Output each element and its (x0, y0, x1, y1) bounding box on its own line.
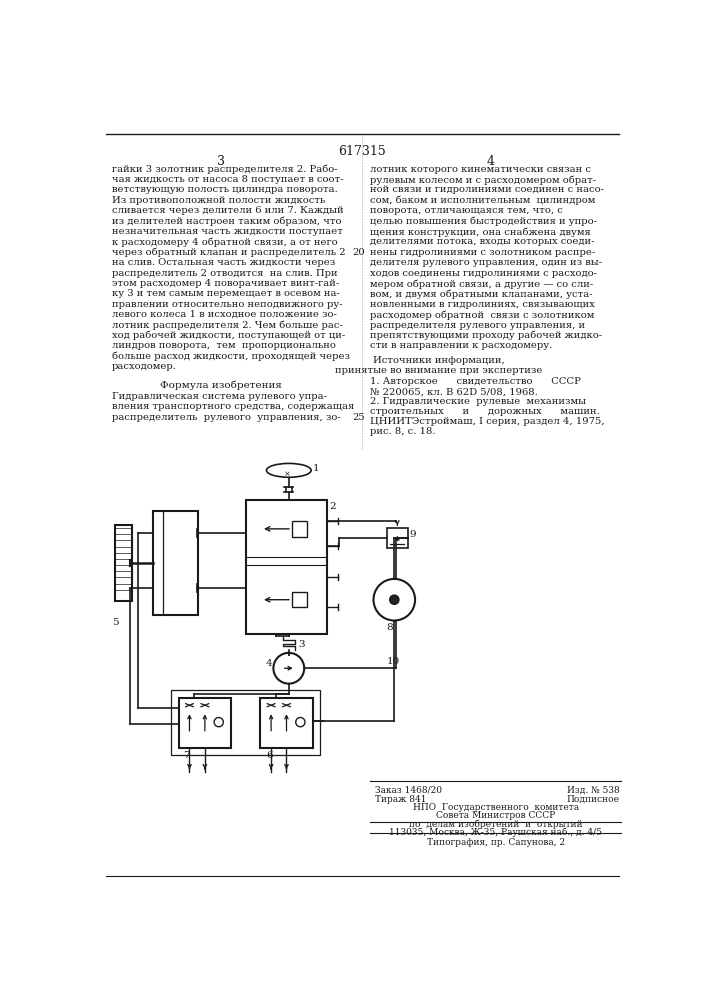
Text: на слив. Остальная часть жидкости через: на слив. Остальная часть жидкости через (112, 258, 335, 267)
Bar (246, 500, 327, 634)
Ellipse shape (267, 463, 311, 477)
Bar (260, 698, 312, 748)
Text: сти в направлении к расходомеру.: сти в направлении к расходомеру. (370, 341, 552, 350)
Text: № 220065, кл. В 62D 5/08, 1968.: № 220065, кл. В 62D 5/08, 1968. (370, 387, 537, 396)
Text: делителями потока, входы которых соеди-: делителями потока, входы которых соеди- (370, 237, 594, 246)
Text: по  делам изобретений  и  открытий: по делам изобретений и открытий (409, 820, 583, 829)
Text: нены гидролиниями с золотником распре-: нены гидролиниями с золотником распре- (370, 248, 595, 257)
Text: правлении относительно неподвижного ру-: правлении относительно неподвижного ру- (112, 300, 342, 309)
Circle shape (390, 595, 399, 604)
Text: Формула изобретения: Формула изобретения (160, 380, 282, 390)
Text: ×: × (284, 470, 291, 478)
Text: лотник которого кинематически связан с: лотник которого кинематически связан с (370, 165, 590, 174)
Text: 10: 10 (387, 657, 400, 666)
Bar (292, 592, 308, 607)
Text: расходомер.: расходомер. (112, 362, 177, 371)
Text: НПО  Государственного  комитета: НПО Государственного комитета (413, 803, 579, 812)
Text: вом, и двумя обратными клапанами, уста-: вом, и двумя обратными клапанами, уста- (370, 289, 592, 299)
Text: ЦНИИТЭстроймаш, I серия, раздел 4, 1975,: ЦНИИТЭстроймаш, I серия, раздел 4, 1975, (370, 417, 604, 426)
Text: распределитель 2 отводится  на слив. При: распределитель 2 отводится на слив. При (112, 269, 337, 278)
Bar (292, 521, 308, 537)
Text: Тираж 841: Тираж 841 (375, 795, 426, 804)
Text: больше расход жидкости, проходящей через: больше расход жидкости, проходящей через (112, 352, 350, 361)
Text: Гидравлическая система рулевого упра-: Гидравлическая система рулевого упра- (112, 392, 327, 401)
Text: сливается через делители 6 или 7. Каждый: сливается через делители 6 или 7. Каждый (112, 206, 344, 215)
Text: из делителей настроен таким образом, что: из делителей настроен таким образом, что (112, 217, 341, 226)
Text: мером обратной связи, а другие — со сли-: мером обратной связи, а другие — со сли- (370, 279, 593, 289)
Text: 4: 4 (266, 659, 272, 668)
Text: 20: 20 (352, 248, 365, 257)
Text: расходомер обратной  связи с золотником: расходомер обратной связи с золотником (370, 310, 594, 320)
Text: незначительная часть жидкости поступает: незначительная часть жидкости поступает (112, 227, 343, 236)
Text: 3: 3 (217, 155, 225, 168)
Text: этом расходомер 4 поворачивает винт-гай-: этом расходомер 4 поворачивает винт-гай- (112, 279, 339, 288)
Text: целью повышения быстродействия и упро-: целью повышения быстродействия и упро- (370, 217, 597, 226)
Bar (171, 690, 320, 755)
Text: 113035, Москва, Ж-35, Раушская наб., д. 4/5: 113035, Москва, Ж-35, Раушская наб., д. … (390, 828, 602, 837)
Text: 1. Авторское      свидетельство      СССР: 1. Авторское свидетельство СССР (370, 377, 580, 386)
Text: распределитель  рулевого  управления, зо-: распределитель рулевого управления, зо- (112, 413, 341, 422)
Text: ветствующую полость цилиндра поворота.: ветствующую полость цилиндра поворота. (112, 185, 337, 194)
Text: распределителя рулевого управления, и: распределителя рулевого управления, и (370, 321, 585, 330)
Text: ку 3 и тем самым перемещает в осевом на-: ку 3 и тем самым перемещает в осевом на- (112, 289, 339, 298)
Text: Типография, пр. Сапунова, 2: Типография, пр. Сапунова, 2 (427, 838, 565, 847)
Text: вления транспортного средства, содержащая: вления транспортного средства, содержаща… (112, 402, 354, 411)
Bar (153, 511, 198, 615)
Text: рис. 8, с. 18.: рис. 8, с. 18. (370, 427, 435, 436)
Text: ходов соединены гидролиниями с расходо-: ходов соединены гидролиниями с расходо- (370, 269, 597, 278)
Text: строительных      и      дорожных      машин.: строительных и дорожных машин. (370, 407, 600, 416)
Bar (179, 698, 231, 748)
Text: левого колеса 1 в исходное положение зо-: левого колеса 1 в исходное положение зо- (112, 310, 337, 319)
Text: сом, баком и исполнительным  цилиндром: сом, баком и исполнительным цилиндром (370, 196, 595, 205)
Text: 2: 2 (329, 502, 337, 511)
Text: Совета Министров СССР: Совета Министров СССР (436, 811, 556, 820)
Text: 9: 9 (409, 530, 416, 539)
Text: рулевым колесом и с расходомером обрат-: рулевым колесом и с расходомером обрат- (370, 175, 596, 185)
Text: 25: 25 (352, 413, 365, 422)
Text: к расходомеру 4 обратной связи, а от него: к расходомеру 4 обратной связи, а от нег… (112, 237, 337, 247)
Text: чая жидкость от насоса 8 поступает в соот-: чая жидкость от насоса 8 поступает в соо… (112, 175, 343, 184)
Text: 5: 5 (112, 618, 118, 627)
Bar (115, 525, 132, 601)
Text: 8: 8 (387, 623, 393, 632)
Text: 6: 6 (267, 751, 273, 760)
Text: Подписное: Подписное (567, 795, 620, 804)
Text: Из противоположной полости жидкость: Из противоположной полости жидкость (112, 196, 325, 205)
Text: гайки 3 золотник распределителя 2. Рабо-: гайки 3 золотник распределителя 2. Рабо- (112, 165, 337, 174)
Text: Заказ 1468/20: Заказ 1468/20 (375, 785, 442, 794)
Text: ной связи и гидролиниями соединен с насо-: ной связи и гидролиниями соединен с насо… (370, 185, 604, 194)
Text: ход рабочей жидкости, поступающей от ци-: ход рабочей жидкости, поступающей от ци- (112, 331, 345, 340)
Text: 1: 1 (312, 464, 320, 473)
Text: 7: 7 (183, 751, 190, 760)
Text: Источники информации,: Источники информации, (373, 356, 505, 365)
Text: Изд. № 538: Изд. № 538 (567, 785, 620, 794)
Text: препятствующими проходу рабочей жидко-: препятствующими проходу рабочей жидко- (370, 331, 602, 340)
Text: делителя рулевого управления, один из вы-: делителя рулевого управления, один из вы… (370, 258, 602, 267)
Text: 4: 4 (486, 155, 494, 168)
Text: 3: 3 (298, 640, 305, 649)
Text: новленными в гидролиниях, связывающих: новленными в гидролиниях, связывающих (370, 300, 595, 309)
Text: линдров поворота,  тем  пропорционально: линдров поворота, тем пропорционально (112, 341, 336, 350)
Bar (387, 528, 408, 548)
Text: принятые во внимание при экспертизе: принятые во внимание при экспертизе (335, 366, 543, 375)
Text: через обратный клапан и распределитель 2: через обратный клапан и распределитель 2 (112, 248, 345, 257)
Text: щения конструкции, она снабжена двумя: щения конструкции, она снабжена двумя (370, 227, 590, 237)
Text: поворота, отличающаяся тем, что, с: поворота, отличающаяся тем, что, с (370, 206, 563, 215)
Text: 617315: 617315 (338, 145, 386, 158)
Text: лотник распределителя 2. Чем больше рас-: лотник распределителя 2. Чем больше рас- (112, 321, 343, 330)
Text: 2. Гидравлические  рулевые  механизмы: 2. Гидравлические рулевые механизмы (370, 397, 585, 406)
